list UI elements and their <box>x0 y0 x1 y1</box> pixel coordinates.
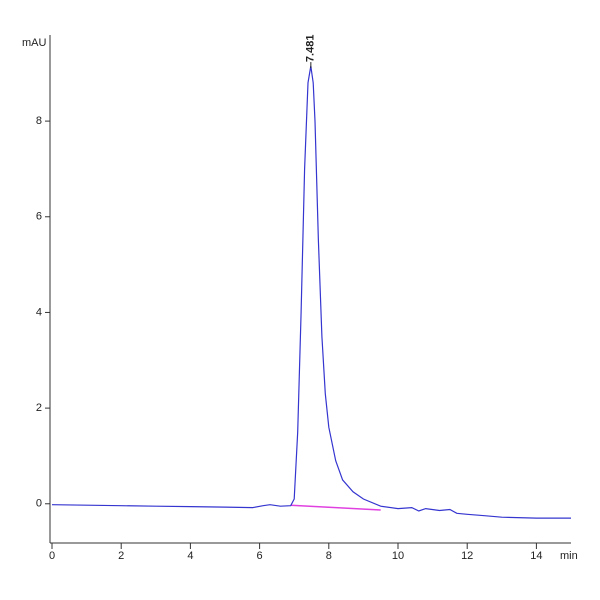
x-tick-label: 10 <box>392 550 404 562</box>
x-axis-label: min <box>560 550 578 562</box>
trace <box>51 66 571 519</box>
x-tick-label: 0 <box>49 550 55 562</box>
peak-label: 7.481 <box>305 35 317 63</box>
y-tick-label: 4 <box>36 306 42 318</box>
x-tick-label: 4 <box>187 550 193 562</box>
x-tick-label: 6 <box>257 550 263 562</box>
x-tick-label: 8 <box>326 550 332 562</box>
baseline <box>290 504 381 511</box>
x-tick-label: 2 <box>118 550 124 562</box>
x-tick-label: 14 <box>530 550 542 562</box>
y-tick-label: 8 <box>36 115 42 127</box>
y-tick-label: 6 <box>36 211 42 223</box>
y-tick-label: 2 <box>36 402 42 414</box>
y-axis-label: mAU <box>22 37 47 49</box>
x-tick-label: 12 <box>461 550 473 562</box>
y-tick-label: 0 <box>36 498 42 510</box>
